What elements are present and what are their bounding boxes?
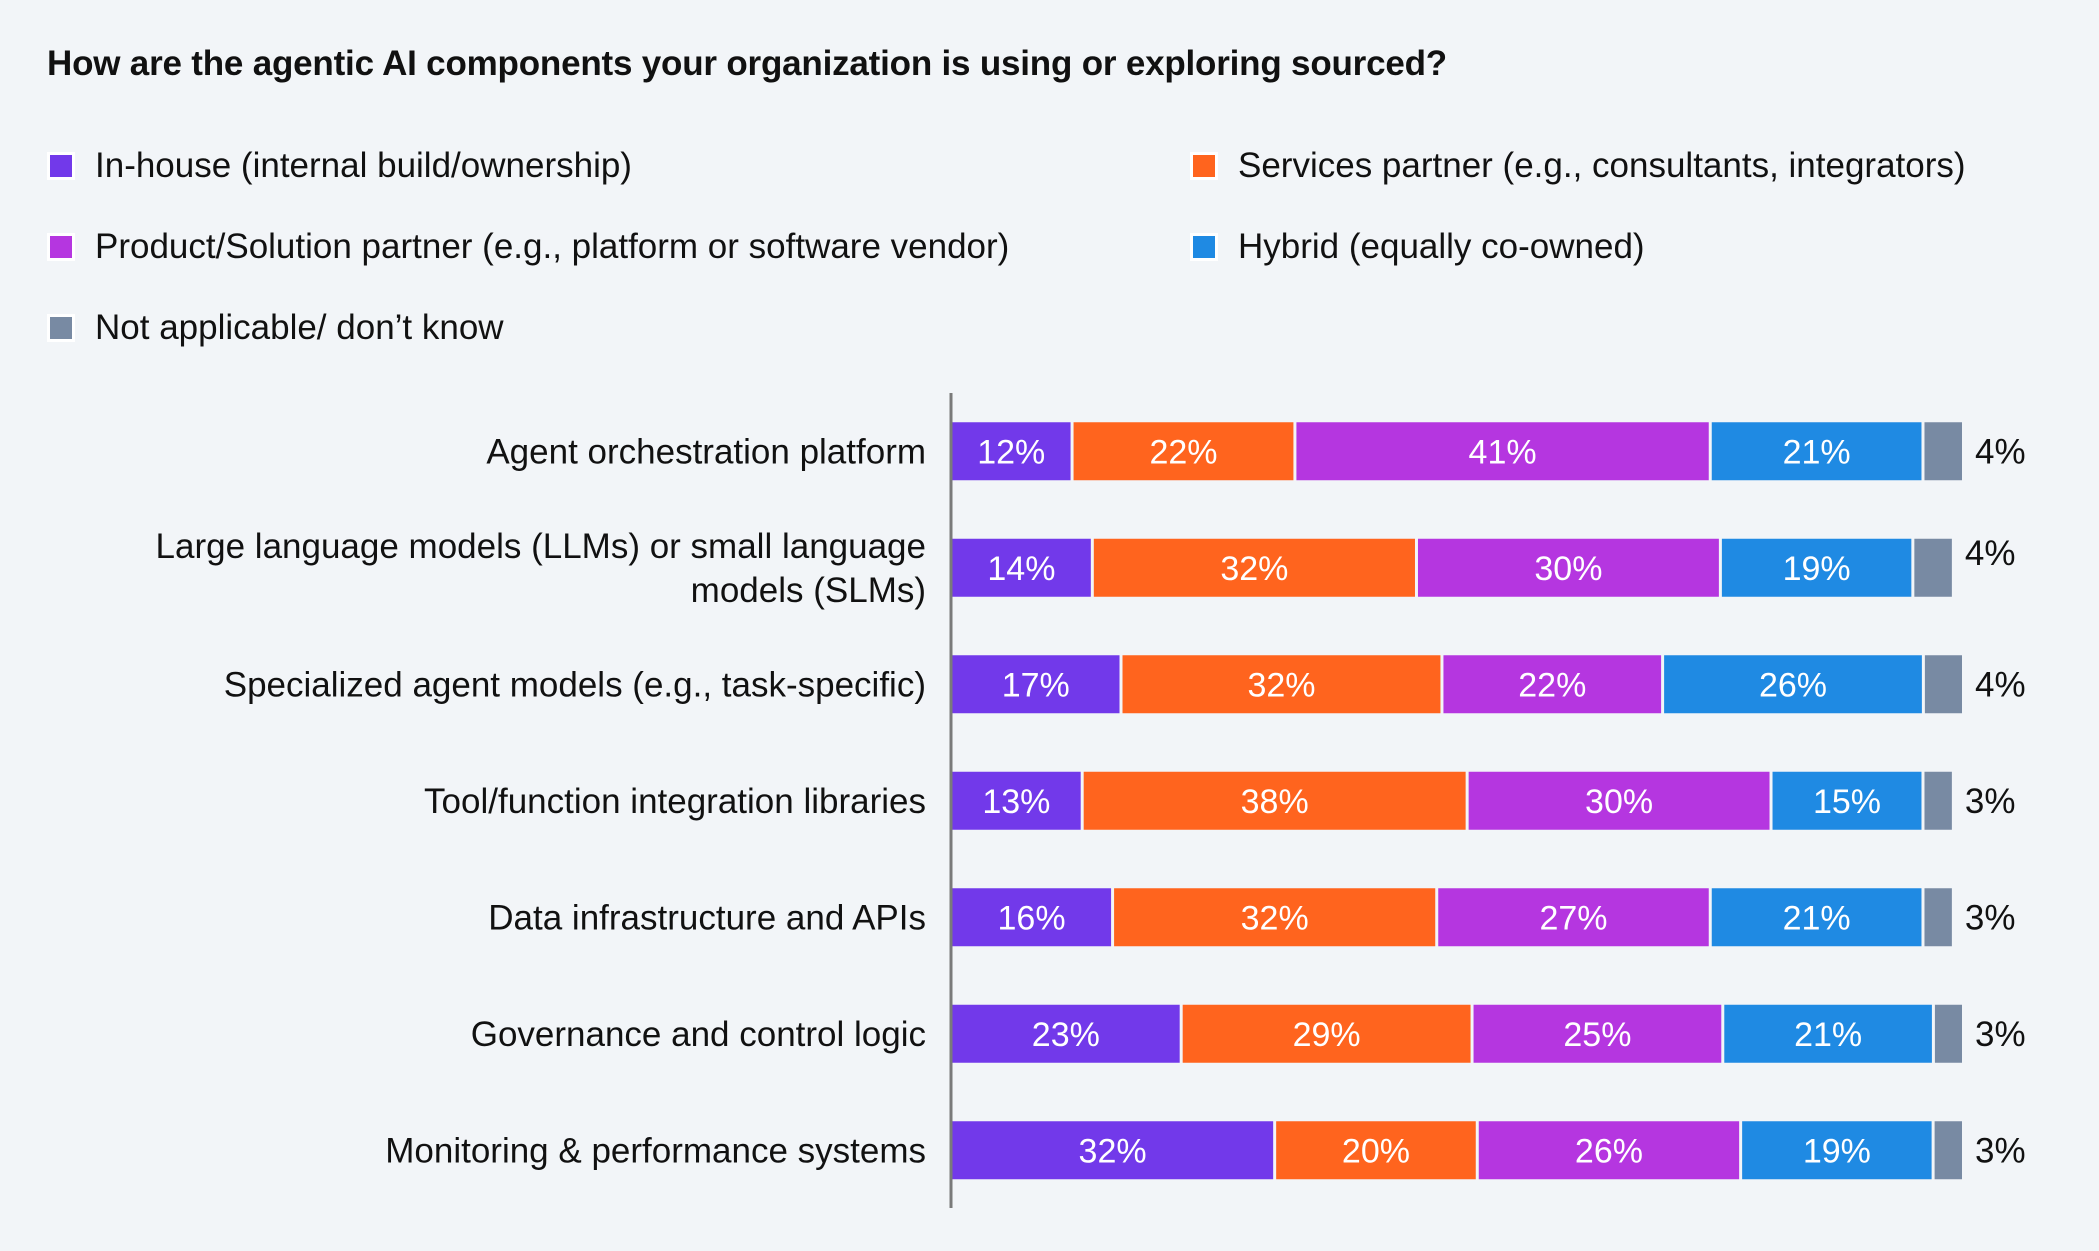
- bar-value-label: 32%: [1247, 666, 1315, 704]
- bar-external-value-label: 3%: [1965, 782, 2016, 821]
- bar-segment: [952, 422, 1071, 481]
- bar-value-label: 22%: [1518, 666, 1586, 704]
- legend-item-in-house: In-house (internal build/ownership): [47, 146, 632, 186]
- chart-title: How are the agentic AI components your o…: [47, 44, 1447, 83]
- legend-item-product-partner: Product/Solution partner (e.g., platform…: [47, 227, 1009, 267]
- bar-value-label: 19%: [1783, 550, 1851, 588]
- bar-segment: [1724, 1004, 1932, 1063]
- bars-group: [952, 422, 1962, 1180]
- bar-value-label: 41%: [1469, 433, 1537, 471]
- bar-segment: [1417, 538, 1719, 597]
- bar-external-value-label: 4%: [1975, 432, 2026, 471]
- bar-value-label: 26%: [1575, 1132, 1643, 1170]
- bar-segment: [1438, 888, 1709, 947]
- bar-external-value-label: 3%: [1975, 1131, 2026, 1170]
- category-label: Governance and control logic: [471, 1015, 926, 1054]
- category-label: Large language models (LLMs) or small la…: [156, 527, 926, 566]
- legend-label: Services partner (e.g., consultants, int…: [1238, 146, 1966, 185]
- legend-label: Hybrid (equally co-owned): [1238, 227, 1645, 266]
- bar-segment: [952, 1004, 1180, 1063]
- bar-value-label: 13%: [982, 783, 1050, 821]
- bar-segment: [1924, 888, 1952, 947]
- bar-segment: [1468, 771, 1770, 830]
- bar-value-label: 29%: [1293, 1016, 1361, 1054]
- bar-segment: [1443, 655, 1662, 714]
- bar-value-label: 32%: [1079, 1132, 1147, 1170]
- bar-segment: [1924, 422, 1962, 481]
- bar-value-label: 22%: [1149, 433, 1217, 471]
- bar-segment: [1276, 1121, 1476, 1180]
- category-label: Data infrastructure and APIs: [488, 898, 926, 937]
- category-label: Monitoring & performance systems: [385, 1131, 926, 1170]
- bar-segment: [952, 1121, 1274, 1180]
- bar-value-label: 25%: [1563, 1016, 1631, 1054]
- bar-segment: [1914, 538, 1952, 597]
- bar-value-label: 14%: [987, 550, 1055, 588]
- bar-segment: [1182, 1004, 1471, 1063]
- bar-value-label: 19%: [1803, 1132, 1871, 1170]
- legend-swatch-icon: [47, 233, 75, 261]
- bar-value-label: 23%: [1032, 1016, 1100, 1054]
- bar-segment: [1478, 1121, 1740, 1180]
- bar-segment: [952, 655, 1120, 714]
- bar-segment: [1073, 422, 1294, 481]
- bar-segment: [1664, 655, 1922, 714]
- bar-segment: [1093, 538, 1415, 597]
- bar-segment: [1711, 888, 1922, 947]
- bar-segment: [1122, 655, 1441, 714]
- category-label: Agent orchestration platform: [486, 432, 926, 471]
- bar-segment: [1924, 771, 1952, 830]
- legend-item-hybrid: Hybrid (equally co-owned): [1190, 227, 1645, 267]
- bar-segment: [1772, 771, 1922, 830]
- bar-segment: [1934, 1121, 1962, 1180]
- bar-external-value-label: 4%: [1965, 534, 2016, 573]
- bar-segment: [952, 771, 1081, 830]
- bar-segment: [1711, 422, 1922, 481]
- bar-segment: [1296, 422, 1709, 481]
- bar-segment: [952, 888, 1112, 947]
- bar-external-value-label: 3%: [1965, 898, 2016, 937]
- bar-external-value-label: 3%: [1975, 1015, 2026, 1054]
- legend-label: Product/Solution partner (e.g., platform…: [95, 227, 1010, 266]
- bar-value-label: 21%: [1783, 433, 1851, 471]
- legend-label: In-house (internal build/ownership): [95, 146, 632, 185]
- bar-value-label: 16%: [998, 899, 1066, 937]
- legend-item-services-partner: Services partner (e.g., consultants, int…: [1190, 146, 1966, 186]
- bar-segment: [952, 538, 1091, 597]
- bar-segment: [1924, 655, 1962, 714]
- category-label: models (SLMs): [691, 571, 926, 610]
- bar-segment: [1934, 1004, 1962, 1063]
- bar-value-label: 30%: [1585, 783, 1653, 821]
- legend-item-not-applicable: Not applicable/ don’t know: [47, 308, 504, 348]
- category-label: Tool/function integration libraries: [424, 782, 926, 821]
- bar-value-label: 27%: [1539, 899, 1607, 937]
- bar-segment: [1114, 888, 1436, 947]
- bar-segment: [1742, 1121, 1932, 1180]
- bar-value-label: 32%: [1241, 899, 1309, 937]
- bar-value-label: 20%: [1342, 1132, 1410, 1170]
- bar-value-label: 17%: [1002, 666, 1070, 704]
- bar-value-label: 32%: [1220, 550, 1288, 588]
- bar-value-label: 15%: [1813, 783, 1881, 821]
- bar-segment: [1083, 771, 1466, 830]
- legend-label: Not applicable/ don’t know: [95, 308, 504, 347]
- legend-swatch-icon: [1190, 233, 1218, 261]
- bar-value-label: 26%: [1759, 666, 1827, 704]
- bar-value-label: 21%: [1783, 899, 1851, 937]
- bar-segment: [1721, 538, 1912, 597]
- legend-swatch-icon: [47, 314, 75, 342]
- bar-value-label: 30%: [1534, 550, 1602, 588]
- bar-external-value-label: 4%: [1975, 665, 2026, 704]
- category-label: Specialized agent models (e.g., task-spe…: [224, 665, 926, 704]
- bar-segment: [1473, 1004, 1722, 1063]
- legend-swatch-icon: [47, 152, 75, 180]
- bar-value-label: 38%: [1241, 783, 1309, 821]
- bar-value-label: 21%: [1794, 1016, 1862, 1054]
- bar-value-label: 12%: [977, 433, 1045, 471]
- legend-swatch-icon: [1190, 152, 1218, 180]
